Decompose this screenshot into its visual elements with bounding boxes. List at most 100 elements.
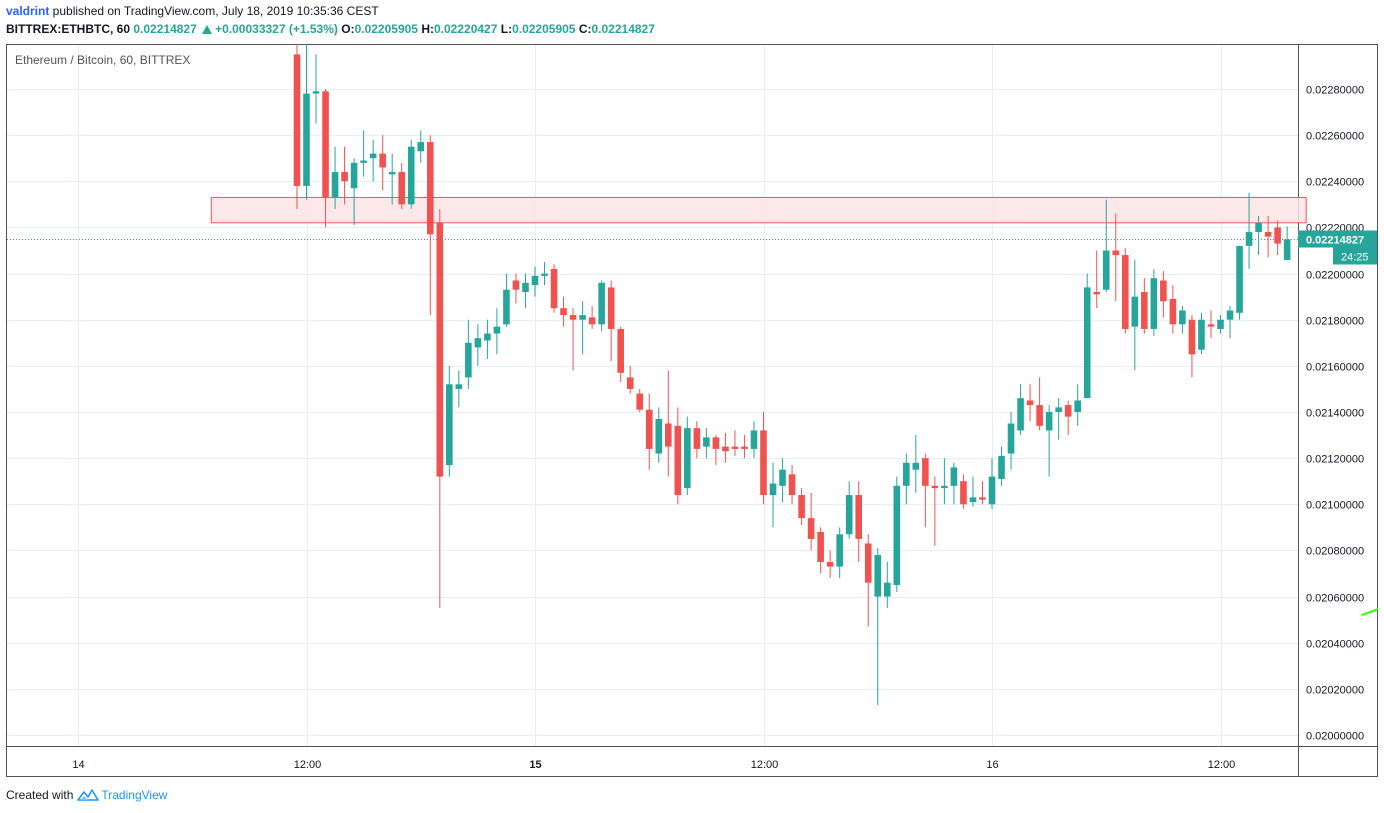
candle-body — [807, 518, 815, 539]
candle — [465, 319, 472, 389]
candle — [836, 527, 843, 579]
candle-body — [512, 280, 520, 290]
candle-body — [1150, 278, 1158, 329]
candle-body — [436, 222, 444, 477]
candle-body — [960, 481, 967, 505]
candle — [579, 301, 586, 355]
candle — [550, 264, 558, 313]
candle — [1179, 305, 1186, 334]
change-value: +0.00033327 (+1.53%) — [215, 22, 338, 36]
candle — [1150, 268, 1158, 336]
candle-body — [845, 495, 853, 535]
y-tick-label: 0.02200000 — [1306, 270, 1364, 282]
candle — [864, 534, 872, 627]
candle — [341, 146, 348, 205]
candle-body — [1007, 423, 1015, 454]
candle — [1217, 315, 1224, 334]
low-label: L: — [500, 22, 513, 36]
candle — [1026, 384, 1034, 422]
candle-body — [1121, 255, 1129, 329]
candle — [798, 488, 805, 526]
candle-body — [712, 437, 720, 449]
candle-body — [569, 315, 577, 320]
low-value: 0.02205905 — [512, 22, 576, 36]
candle-body — [684, 428, 691, 489]
countdown-label: 24:25 — [1341, 252, 1369, 264]
candle — [826, 550, 834, 579]
candle-body — [1198, 319, 1205, 350]
candle-body — [379, 153, 386, 168]
candle — [484, 319, 491, 359]
candle — [960, 474, 967, 509]
candle — [379, 135, 386, 191]
x-tick-label: 12:00 — [294, 759, 322, 771]
candle-body — [522, 282, 529, 293]
candle — [1198, 312, 1205, 355]
candle — [598, 280, 605, 332]
candle-body — [1141, 292, 1148, 329]
candle-body — [664, 423, 672, 447]
candle — [1131, 259, 1139, 371]
candle — [560, 296, 567, 327]
candle — [674, 407, 682, 505]
candle-body — [1045, 412, 1053, 431]
candle-body — [1264, 232, 1272, 237]
candle-body — [941, 485, 948, 489]
candle-body — [1274, 227, 1281, 244]
candle — [1045, 405, 1053, 477]
chart-area[interactable]: 0.02280000 0.02260000 0.02240000 0.02220000… — [6, 44, 1378, 777]
open-value: 0.02205905 — [354, 22, 418, 36]
candle-body — [779, 469, 786, 486]
last-price-tag — [1298, 230, 1377, 248]
x-tick-label: 14 — [72, 759, 84, 771]
candle-body — [350, 162, 358, 189]
author-link[interactable]: valdrint — [6, 4, 50, 18]
candle — [893, 476, 901, 592]
candle — [769, 462, 777, 528]
candle — [988, 458, 996, 509]
candle-body — [1083, 287, 1091, 399]
y-tick-label: 0.02080000 — [1306, 546, 1364, 558]
candle — [503, 273, 510, 327]
price-value: 0.02214827 — [133, 22, 197, 36]
candle — [455, 370, 463, 408]
candle — [722, 432, 729, 463]
candle — [969, 476, 977, 507]
candle — [446, 365, 453, 477]
candle — [855, 481, 863, 562]
candle-body — [864, 543, 872, 583]
x-tick-label: 15 — [529, 759, 541, 771]
candle-body — [950, 467, 958, 486]
candle-body — [1236, 245, 1243, 313]
candle — [1283, 226, 1291, 260]
candle — [1112, 213, 1120, 302]
y-tick-label: 0.02060000 — [1306, 593, 1364, 605]
candle-body — [1188, 319, 1196, 355]
candle-body — [883, 582, 891, 597]
candle-body — [826, 561, 834, 567]
candle — [979, 481, 986, 505]
candle — [817, 527, 824, 574]
candle-body — [817, 531, 824, 562]
candle — [474, 324, 482, 366]
candlestick-chart[interactable]: 0.022800000.022600000.022400000.02220000… — [6, 44, 1378, 777]
candle-body — [446, 384, 453, 466]
candle-body — [645, 409, 653, 449]
candle — [883, 561, 891, 609]
candle-body — [1217, 319, 1224, 329]
candle-body — [1036, 405, 1043, 426]
candle-body — [722, 446, 729, 452]
candle — [331, 146, 339, 209]
tradingview-brand[interactable]: TradingView — [101, 788, 168, 802]
candle-body — [693, 428, 701, 449]
candle-body — [426, 142, 434, 235]
candle — [493, 308, 501, 355]
candle-body — [998, 455, 1005, 479]
candle — [531, 266, 539, 297]
candle-body — [1074, 400, 1081, 412]
candle-body — [1255, 222, 1262, 233]
high-value: 0.02220427 — [433, 22, 498, 36]
candle — [655, 407, 663, 463]
candle — [350, 158, 358, 226]
candle-body — [979, 497, 986, 500]
